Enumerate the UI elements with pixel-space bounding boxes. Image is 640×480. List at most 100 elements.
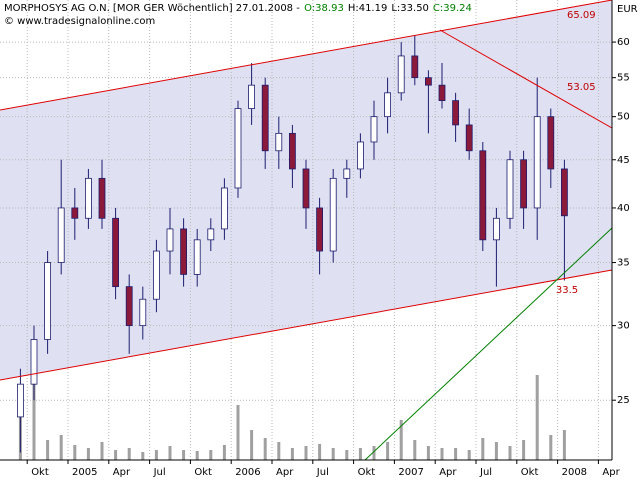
candle-body	[533, 116, 541, 209]
y-tick-label: 40	[617, 203, 630, 214]
y-tick-label: 25	[617, 395, 630, 406]
volume-bar	[318, 444, 322, 460]
candle-body	[411, 55, 419, 79]
trend-line	[439, 29, 613, 129]
candle-body	[438, 84, 446, 102]
candle-body	[166, 228, 174, 252]
volume-bar	[535, 375, 539, 460]
y-tick-label: 35	[617, 258, 630, 269]
candle-body	[139, 298, 147, 327]
candle-body	[479, 150, 487, 241]
volume-bar	[236, 405, 240, 460]
volume-bar	[454, 448, 458, 460]
title-part: L:33.50	[391, 3, 429, 14]
x-tick-label: 2005	[72, 467, 97, 478]
candle-body	[452, 100, 460, 126]
candle-body	[316, 207, 324, 252]
volume-bar	[345, 450, 349, 460]
title-part: MORPHOSYS AG O.N. [MOR GER Wöchentlich] …	[4, 3, 300, 14]
volume-bar	[331, 448, 335, 460]
candle-body	[152, 250, 160, 300]
volume-bar	[86, 448, 90, 460]
candle-body	[220, 187, 228, 230]
volume-bar	[372, 446, 376, 460]
candle-body	[44, 262, 51, 340]
candle-body	[248, 84, 256, 109]
annotation: 65.09	[567, 10, 596, 21]
volume-bar	[494, 442, 498, 460]
volume-bar	[114, 450, 118, 460]
candle-body	[193, 239, 201, 275]
candle-body	[465, 124, 473, 152]
title-part: C:39.24	[433, 3, 472, 14]
x-tick-label: Okt	[521, 467, 539, 478]
volume-bar	[562, 430, 566, 460]
y-tick-label: 30	[617, 321, 630, 332]
x-tick-label: Okt	[194, 467, 212, 478]
volume-bar	[73, 445, 77, 460]
candle-body	[234, 108, 242, 189]
volume-bar	[59, 435, 63, 460]
candle-body	[397, 55, 405, 94]
x-tick-label: 2006	[235, 467, 260, 478]
candle-body	[85, 177, 92, 219]
chart-title: MORPHOSYS AG O.N. [MOR GER Wöchentlich] …	[4, 3, 472, 14]
volume-bar	[127, 448, 131, 460]
x-tick-label: Apr	[276, 467, 294, 478]
volume-bar	[522, 440, 526, 460]
volume-bar	[100, 442, 104, 460]
candle-body	[547, 116, 555, 170]
candle-body	[424, 77, 432, 86]
volume-bar	[386, 442, 390, 460]
volume-bar	[154, 450, 158, 460]
channel-upper	[0, 0, 613, 111]
annotation: 53.05	[567, 82, 596, 93]
candle-body	[356, 141, 364, 170]
candle-body	[288, 132, 296, 170]
x-tick-label: Jul	[316, 467, 329, 478]
candle-body	[275, 132, 283, 152]
candle-body	[98, 177, 106, 219]
volume-bar	[290, 448, 294, 460]
title-part: O:38.93	[304, 3, 344, 14]
candle-body	[561, 168, 568, 217]
title-part: H:41.19	[348, 3, 388, 14]
candle-body	[16, 383, 24, 418]
x-tick-label: Apr	[439, 467, 457, 478]
x-tick-label: 2008	[562, 467, 587, 478]
volume-bar	[277, 442, 281, 460]
candle-body	[370, 116, 378, 143]
volume-bar	[222, 445, 226, 460]
candle-body	[506, 159, 514, 219]
x-tick-label: Okt	[31, 467, 49, 478]
candle-body	[384, 92, 392, 118]
copyright: © www.tradesignalonline.com	[4, 16, 155, 27]
volume-bar	[32, 370, 36, 460]
volume-bar	[467, 450, 471, 460]
candle-body	[261, 84, 269, 152]
x-tick-label: Apr	[113, 467, 131, 478]
volume-bar	[440, 448, 444, 460]
y-tick-label: 50	[617, 112, 630, 123]
volume-bar	[481, 438, 485, 460]
volume-bar	[46, 440, 50, 460]
x-tick-label: Okt	[358, 467, 376, 478]
support-line	[364, 227, 613, 461]
candle-body	[112, 217, 119, 288]
x-tick-label: Apr	[602, 467, 620, 478]
candle-body	[492, 217, 500, 241]
x-tick-label: Jul	[153, 467, 166, 478]
volume-bar	[263, 438, 267, 460]
y-tick-label: 45	[617, 155, 630, 166]
x-tick-label: 2007	[398, 467, 423, 478]
y-tick-label: 60	[617, 37, 630, 48]
channel-lower	[0, 269, 613, 381]
volume-bar	[168, 446, 172, 460]
x-tick-label: Jul	[479, 467, 492, 478]
annotation: 33.5	[556, 285, 578, 296]
volume-bar	[426, 446, 430, 460]
candle-body	[343, 168, 351, 179]
candle-body	[520, 159, 527, 209]
volume-bar	[549, 435, 553, 460]
